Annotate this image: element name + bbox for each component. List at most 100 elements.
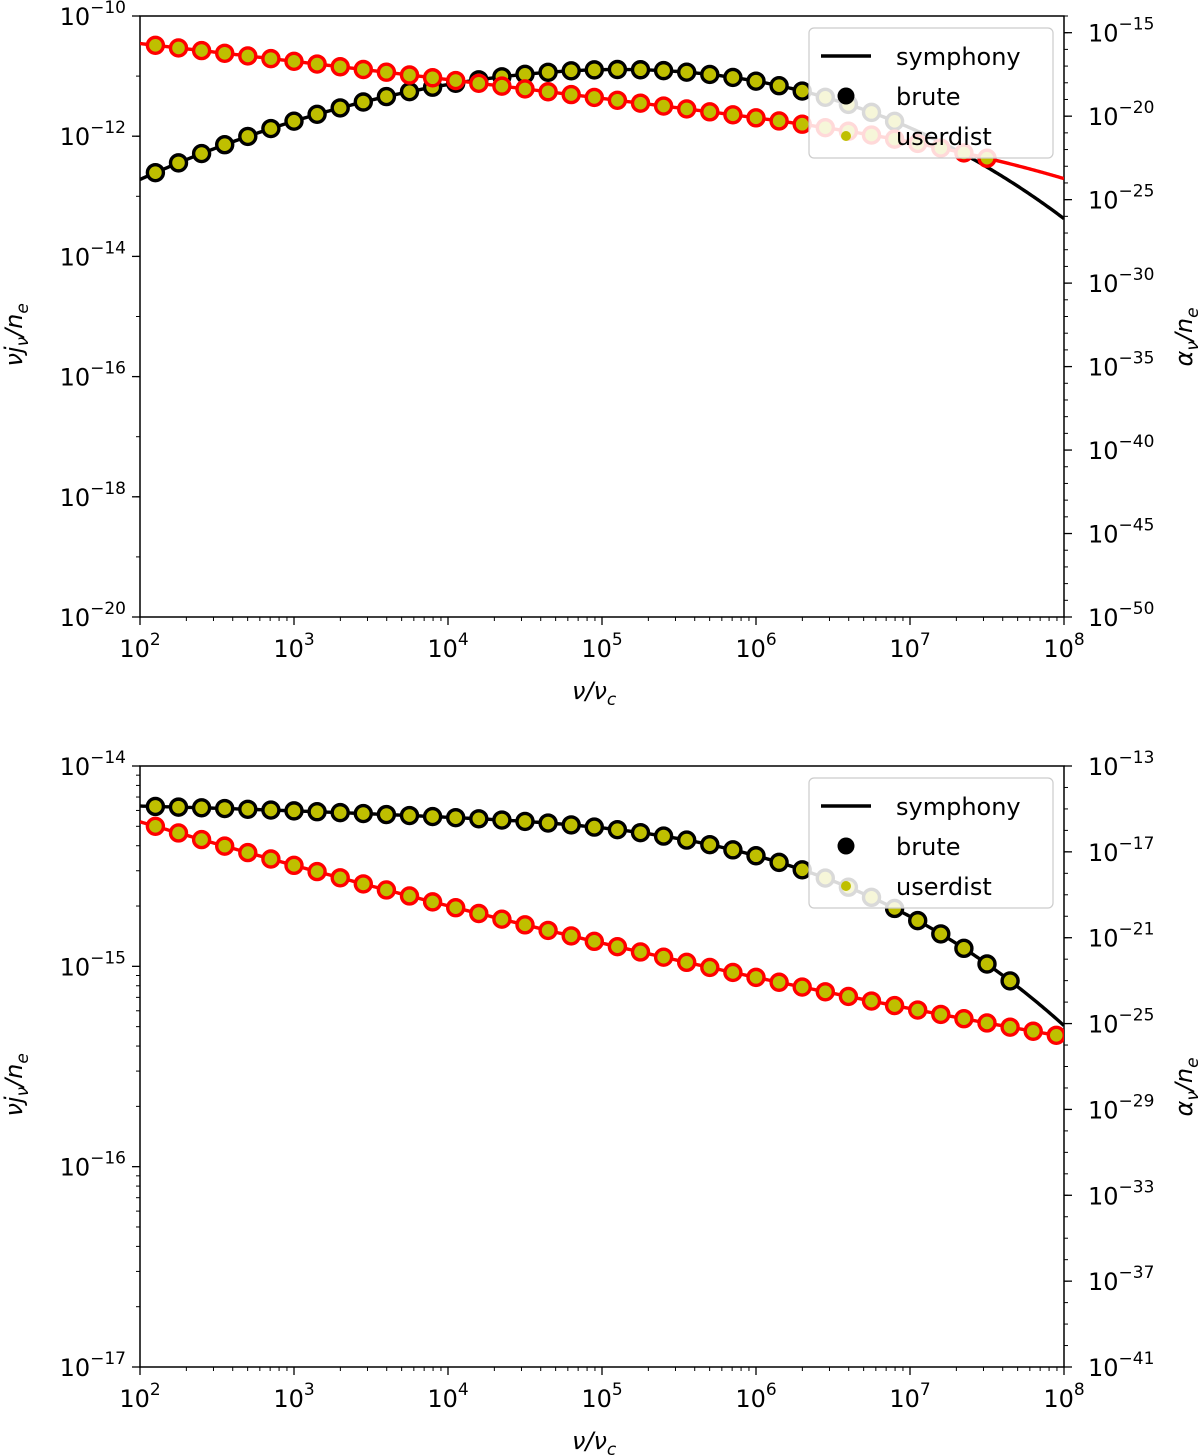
absorption-marker bbox=[168, 38, 189, 58]
y-axis-label-part-0: νj bbox=[0, 346, 28, 366]
absorption-marker bbox=[330, 868, 350, 888]
x-tick-label-exp: 6 bbox=[766, 1380, 777, 1400]
emission-marker bbox=[492, 810, 512, 830]
x-tick-label: 107 bbox=[889, 1380, 930, 1413]
x-tick-label: 103 bbox=[273, 1380, 314, 1413]
y2-axis-label-part-1: ν bbox=[1183, 1091, 1200, 1101]
y2-tick-label: 10−15 bbox=[1088, 15, 1154, 48]
absorption-marker bbox=[838, 986, 859, 1007]
y2-tick-label: 10−30 bbox=[1088, 265, 1154, 298]
y2-tick-label-exp: −50 bbox=[1119, 599, 1155, 619]
legend-label: userdist bbox=[896, 873, 992, 901]
emission-marker bbox=[399, 81, 420, 102]
absorption-marker bbox=[884, 995, 905, 1016]
x-tick-label-base: 10 bbox=[273, 635, 304, 663]
x-tick-label-exp: 3 bbox=[304, 630, 315, 650]
emission-marker bbox=[515, 811, 535, 832]
y2-axis-label-part-3: e bbox=[1183, 307, 1200, 317]
absorption-marker bbox=[191, 829, 212, 850]
y2-tick-label-base: 10 bbox=[1088, 354, 1119, 382]
y-tick-label-exp: −14 bbox=[90, 748, 126, 768]
absorption-marker bbox=[214, 43, 235, 63]
absorption-marker bbox=[977, 1013, 997, 1033]
absorption-marker bbox=[815, 982, 835, 1002]
y2-tick-label-exp: −13 bbox=[1119, 748, 1155, 768]
absorption-marker bbox=[653, 947, 674, 967]
y-tick-label-base: 10 bbox=[60, 753, 91, 781]
y-axis-label: νjν/ne bbox=[0, 303, 33, 366]
legend: symphony brute userdist bbox=[808, 27, 1054, 159]
emission-marker bbox=[446, 807, 466, 828]
emission-marker bbox=[284, 801, 304, 821]
x-tick-label: 102 bbox=[119, 630, 160, 663]
legend-label: brute bbox=[896, 833, 961, 861]
x-tick-label: 105 bbox=[581, 630, 622, 663]
y2-tick-label: 10−25 bbox=[1088, 1006, 1154, 1039]
y2-tick-label: 10−20 bbox=[1088, 98, 1154, 131]
emission-marker bbox=[977, 954, 997, 974]
y2-tick-label-exp: −35 bbox=[1119, 349, 1155, 369]
absorption-marker bbox=[584, 87, 604, 108]
absorption-marker bbox=[653, 96, 674, 116]
legend-dot-yellow bbox=[841, 881, 851, 891]
y2-tick-label-exp: −33 bbox=[1119, 1177, 1155, 1197]
y-tick-label-exp: −18 bbox=[90, 479, 126, 499]
emission-marker bbox=[353, 92, 373, 112]
absorption-marker bbox=[261, 849, 281, 869]
absorption-marker bbox=[422, 892, 443, 912]
absorption-marker bbox=[700, 102, 720, 122]
y2-axis-label-part-3: e bbox=[1183, 1057, 1200, 1067]
y2-tick-label: 10−50 bbox=[1088, 599, 1154, 632]
absorption-marker bbox=[353, 59, 373, 80]
x-axis-label: ν/νc bbox=[572, 677, 617, 710]
absorption-marker bbox=[931, 1004, 951, 1025]
emission-marker bbox=[677, 830, 697, 850]
y2-tick-label-exp: −45 bbox=[1119, 516, 1155, 536]
emission-marker bbox=[931, 924, 951, 944]
emission-marker bbox=[653, 826, 674, 846]
x-tick-label-base: 10 bbox=[889, 635, 920, 663]
y2-axis-label-part-2: /n bbox=[1170, 318, 1198, 343]
y2-tick-label-base: 10 bbox=[1088, 1268, 1119, 1296]
absorption-marker bbox=[769, 111, 789, 131]
y2-tick-label: 10−13 bbox=[1088, 748, 1154, 781]
emission-marker bbox=[723, 840, 743, 860]
x-tick-label-exp: 7 bbox=[920, 630, 931, 650]
x-tick-label-exp: 7 bbox=[920, 1380, 931, 1400]
absorption-marker bbox=[191, 40, 212, 61]
emission-marker bbox=[353, 803, 373, 824]
absorption-marker bbox=[261, 48, 281, 69]
emission-marker bbox=[145, 796, 166, 817]
x-tick-label-exp: 8 bbox=[1074, 630, 1085, 650]
absorption-marker bbox=[238, 46, 258, 66]
emission-marker bbox=[261, 800, 281, 820]
absorption-marker bbox=[769, 972, 789, 992]
x-tick-label-base: 10 bbox=[427, 1385, 458, 1413]
emission-marker bbox=[1000, 971, 1020, 991]
y-tick-label: 10−20 bbox=[60, 599, 126, 632]
emission-marker bbox=[908, 910, 928, 931]
absorption-marker bbox=[561, 926, 581, 946]
y2-tick-label-base: 10 bbox=[1088, 1354, 1119, 1382]
emission-marker bbox=[561, 815, 581, 835]
absorption-marker bbox=[307, 54, 327, 74]
y-axis-label-part-1: ν bbox=[13, 336, 33, 346]
emission-marker bbox=[330, 802, 350, 823]
y-tick-label-exp: −17 bbox=[90, 1349, 126, 1369]
absorption-marker bbox=[284, 855, 304, 876]
y2-axis-label: αν/ne bbox=[1170, 307, 1200, 366]
y2-axis-label-part-1: ν bbox=[1183, 341, 1200, 351]
x-tick-label-base: 10 bbox=[427, 635, 458, 663]
emission-marker bbox=[191, 798, 212, 818]
y-axis-label-part-2: /n bbox=[0, 1064, 28, 1089]
y-axis-label-part-0: νj bbox=[0, 1096, 28, 1116]
absorption-marker bbox=[607, 936, 628, 957]
legend-dot-yellow bbox=[841, 131, 851, 141]
absorption-marker bbox=[561, 84, 581, 105]
x-tick-label-exp: 8 bbox=[1074, 1380, 1085, 1400]
absorption-marker bbox=[677, 952, 697, 973]
y2-tick-label-base: 10 bbox=[1088, 753, 1119, 781]
emission-marker bbox=[238, 126, 258, 147]
emission-marker bbox=[607, 819, 628, 840]
y-tick-label-base: 10 bbox=[60, 123, 91, 151]
